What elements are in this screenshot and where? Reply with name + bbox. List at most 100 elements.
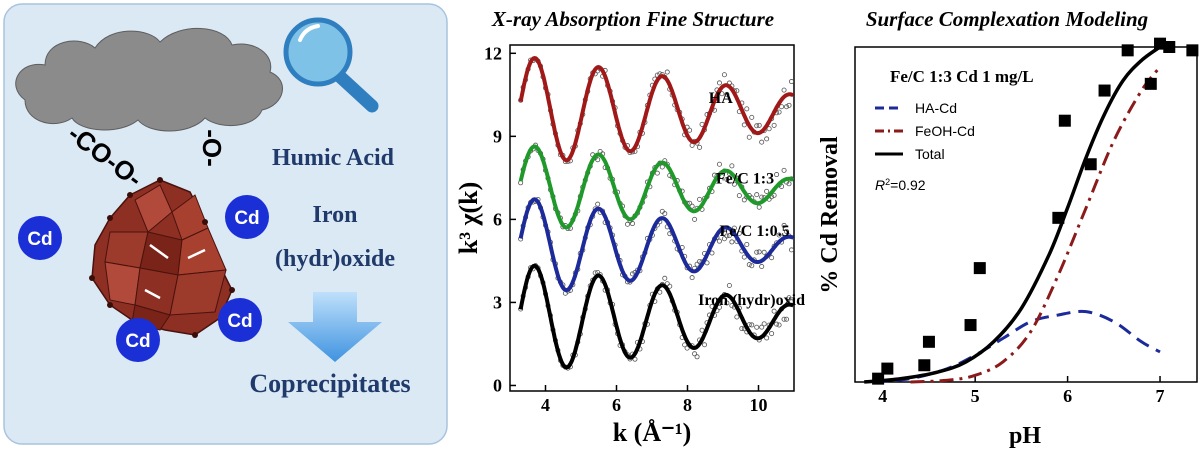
data-point xyxy=(789,247,795,253)
data-point xyxy=(1098,84,1111,97)
svg-text:Cd: Cd xyxy=(27,229,52,250)
scm-x-axis-title: pH xyxy=(1009,423,1041,449)
data-point xyxy=(1186,44,1199,57)
data-point xyxy=(595,201,601,207)
hydroxyl-label: -O- xyxy=(197,129,227,167)
data-point xyxy=(716,80,722,86)
svg-text:Cd: Cd xyxy=(227,311,252,332)
y-tick-label: 6 xyxy=(493,209,502,229)
data-point xyxy=(744,241,750,247)
legend-label-ha-cd: HA-Cd xyxy=(915,100,957,116)
data-point xyxy=(771,308,777,314)
y-tick-label: 0 xyxy=(493,375,502,395)
data-point xyxy=(741,197,747,203)
series-fe-c-1-3-line xyxy=(518,144,794,230)
data-point xyxy=(736,230,742,236)
scm-plot-frame xyxy=(854,46,1198,383)
data-point xyxy=(744,106,750,112)
data-point xyxy=(781,222,787,228)
data-point xyxy=(922,335,935,348)
data-point xyxy=(721,72,727,78)
data-point xyxy=(689,275,695,281)
data-point xyxy=(749,114,755,120)
data-point xyxy=(754,249,760,255)
data-point xyxy=(697,144,703,150)
data-point xyxy=(662,211,668,217)
y-tick-label: 9 xyxy=(493,126,502,146)
data-point xyxy=(746,262,752,268)
data-point xyxy=(729,163,735,169)
x-tick-label: 5 xyxy=(971,386,980,406)
humic-acid-label: Humic Acid xyxy=(272,145,395,171)
down-arrow-icon xyxy=(288,292,382,362)
data-point xyxy=(731,181,737,187)
xafs-plot-frame xyxy=(509,44,795,392)
data-point xyxy=(726,282,732,288)
cd-ion-left: Cd xyxy=(18,216,62,260)
data-point xyxy=(734,314,740,320)
data-point xyxy=(736,193,742,199)
data-point xyxy=(754,324,760,330)
series-label-fe-c-1-3: Fe/C 1:3 xyxy=(716,170,774,187)
data-point xyxy=(741,254,747,260)
data-point xyxy=(761,321,767,327)
data-point xyxy=(729,239,735,245)
series-fe-c-1-0-5-line xyxy=(518,197,794,293)
series-label-ha: HA xyxy=(709,90,733,107)
data-point xyxy=(595,157,601,163)
data-point xyxy=(766,126,772,132)
hydroxide-label: (hydr)oxide xyxy=(275,246,395,272)
data-point xyxy=(774,172,780,178)
data-point xyxy=(771,122,777,128)
cd-ion-top-right: Cd xyxy=(225,195,269,239)
data-point xyxy=(786,295,792,301)
legend-label-total: Total xyxy=(915,146,945,162)
data-point xyxy=(659,164,665,170)
data-point xyxy=(761,249,767,255)
data-point xyxy=(881,362,894,375)
data-point xyxy=(1058,114,1071,127)
data-point xyxy=(731,225,737,231)
data-point xyxy=(756,204,762,210)
xafs-chart: X-ray Absorption Fine Structure 4 6 8 10 0 3 6… xyxy=(455,7,805,447)
data-point xyxy=(726,233,732,239)
y-tick-label: 3 xyxy=(493,292,502,312)
data-point xyxy=(756,249,762,255)
data-point xyxy=(759,324,765,330)
data-point xyxy=(779,104,785,110)
data-point xyxy=(697,196,703,202)
scm-annotation: Fe/C 1:3 Cd 1 mg/L xyxy=(890,67,1034,86)
data-point xyxy=(776,232,782,238)
data-point xyxy=(779,183,785,189)
xafs-x-axis-title: k (Å⁻¹) xyxy=(613,418,692,447)
data-point xyxy=(684,345,690,351)
data-point xyxy=(759,139,765,145)
data-point xyxy=(694,261,700,267)
x-tick-label: 4 xyxy=(541,395,550,415)
scm-y-axis-title: % Cd Removal xyxy=(817,136,843,294)
data-point xyxy=(1154,37,1167,50)
data-point xyxy=(741,122,747,128)
data-point xyxy=(724,300,730,306)
data-point xyxy=(784,228,790,234)
scm-legend: HA-Cd FeOH-Cd Total xyxy=(875,100,975,162)
x-tick-label: 6 xyxy=(1063,386,1072,406)
data-point xyxy=(749,322,755,328)
data-point xyxy=(781,87,787,93)
data-point xyxy=(786,181,792,187)
data-point xyxy=(694,354,700,360)
data-point xyxy=(1052,211,1065,224)
data-point xyxy=(754,123,760,129)
data-point xyxy=(664,281,670,287)
data-point xyxy=(759,264,765,270)
data-point xyxy=(776,109,782,115)
data-point xyxy=(721,236,727,242)
data-point xyxy=(659,208,665,214)
iron-label: Iron xyxy=(313,202,358,228)
data-point xyxy=(781,316,787,322)
data-point xyxy=(1144,77,1157,90)
data-point xyxy=(784,316,790,322)
data-point xyxy=(1163,41,1176,53)
cd-ion-bottom-right: Cd xyxy=(218,298,262,342)
xafs-marks: 4 6 8 10 0 3 6 9 12 HA Fe/C 1:3 Fe/C 1:0.5 Iron (hyd… xyxy=(484,43,805,415)
